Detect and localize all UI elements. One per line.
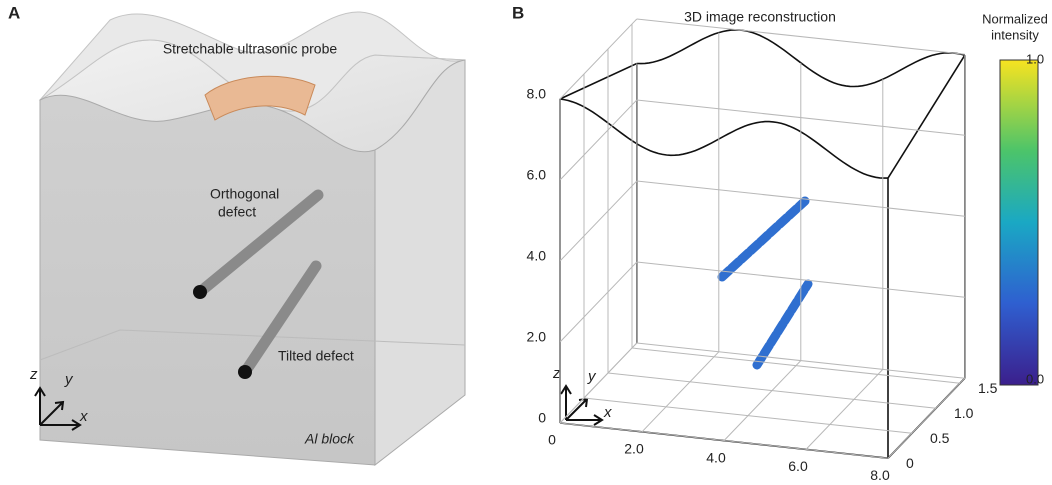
tick-label: 2.0 bbox=[624, 441, 644, 457]
plot-title: 3D image reconstruction bbox=[684, 9, 836, 25]
colorbar-title: Normalized bbox=[982, 11, 1048, 26]
grid-line bbox=[560, 181, 637, 261]
grid-line bbox=[642, 352, 719, 432]
tick-label: 1.5 bbox=[978, 380, 998, 396]
panel-b: B 3D image reconstruction Normalized int… bbox=[512, 3, 1048, 458]
colorbar-min: 0.0 bbox=[1026, 371, 1044, 386]
tick-label: 0 bbox=[548, 432, 556, 448]
defect-end bbox=[238, 365, 252, 379]
colorbar-title: intensity bbox=[991, 27, 1039, 42]
panel-a: A Stretchable ultrasonic probe Orthogona… bbox=[8, 3, 465, 465]
figure: xyz1.51.00.508.06.04.02.008.06.04.02.00 … bbox=[0, 0, 1052, 485]
panel-letter: B bbox=[512, 3, 524, 22]
axis-name: x bbox=[603, 404, 612, 421]
tick-label: 6.0 bbox=[527, 167, 547, 183]
panel-letter: A bbox=[8, 3, 20, 22]
frame-edge bbox=[560, 64, 637, 99]
probe-label: Stretchable ultrasonic probe bbox=[163, 41, 338, 57]
tick-label: 8.0 bbox=[870, 467, 890, 483]
axis-name: x bbox=[79, 408, 88, 425]
axes-icon bbox=[561, 386, 602, 425]
tilted-label: Tilted defect bbox=[278, 348, 354, 364]
tick-label: 0.5 bbox=[930, 430, 950, 446]
grid-line bbox=[724, 361, 801, 441]
block-label: Al block bbox=[304, 431, 355, 447]
colorbar-max: 1.0 bbox=[1026, 51, 1044, 66]
tick-label: 8.0 bbox=[527, 86, 547, 102]
tick-label: 4.0 bbox=[527, 248, 547, 264]
axis-name: z bbox=[29, 366, 38, 383]
tick-label: 4.0 bbox=[706, 449, 726, 465]
tick-label: 0 bbox=[906, 455, 914, 471]
tick-label: 6.0 bbox=[788, 458, 808, 474]
defect-outline bbox=[722, 201, 805, 277]
grid-line bbox=[806, 369, 883, 449]
surface-edge bbox=[560, 99, 888, 178]
orthogonal-label: Orthogonal bbox=[210, 186, 279, 202]
tick-label: 2.0 bbox=[527, 329, 547, 345]
axis-name: y bbox=[587, 368, 597, 385]
tick-label: 1.0 bbox=[954, 405, 974, 421]
orthogonal-label: defect bbox=[218, 204, 256, 220]
grid-line bbox=[560, 100, 637, 180]
defect-end bbox=[193, 285, 207, 299]
grid-line bbox=[560, 19, 637, 99]
grid-line bbox=[560, 343, 637, 423]
grid-line bbox=[560, 262, 637, 342]
colorbar bbox=[1000, 60, 1038, 385]
tick-label: 0 bbox=[538, 410, 546, 426]
frame-edge bbox=[888, 55, 965, 178]
